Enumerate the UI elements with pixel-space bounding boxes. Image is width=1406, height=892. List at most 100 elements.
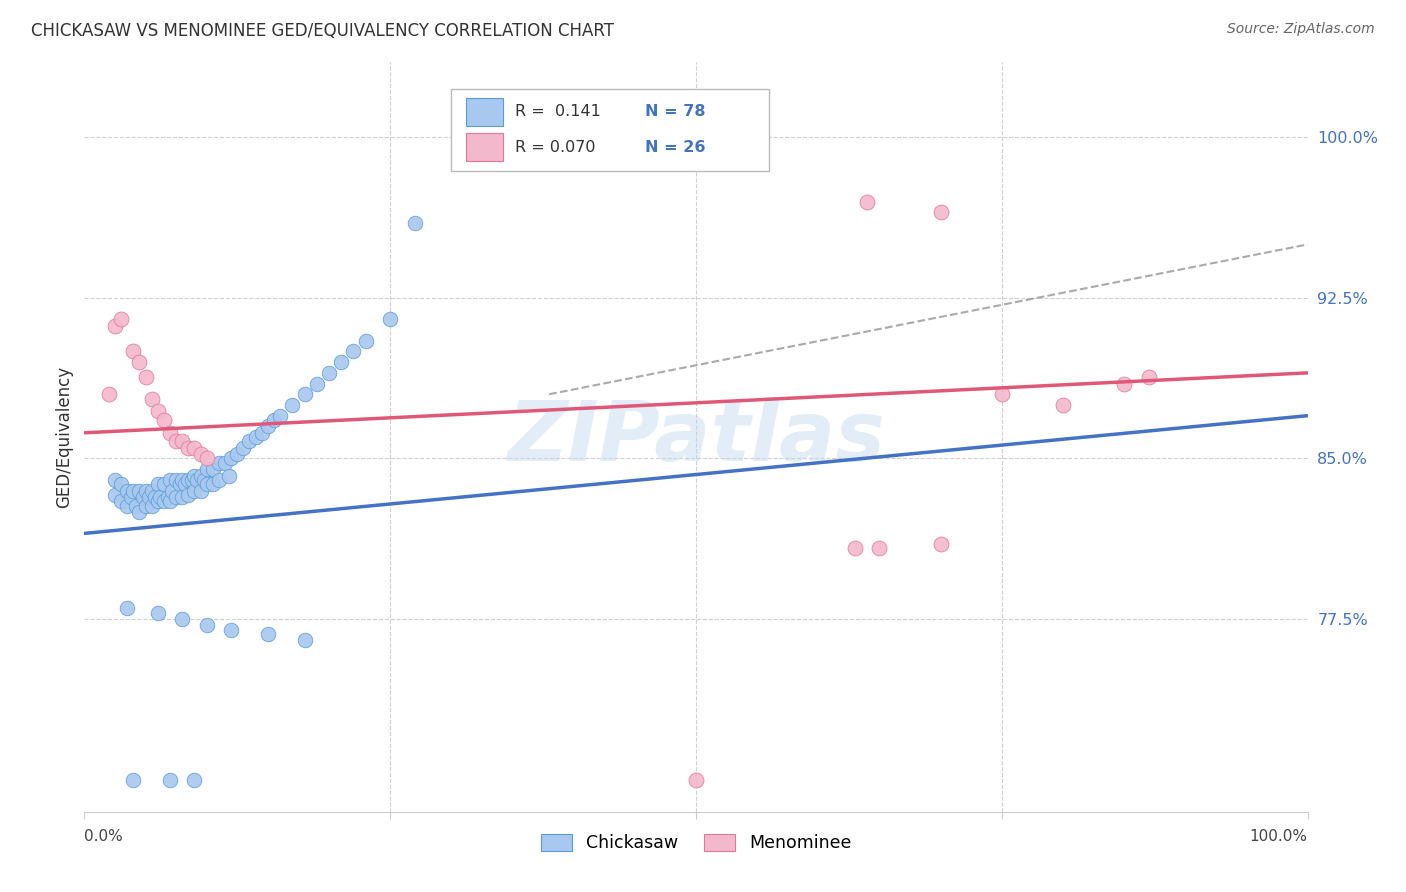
- Point: [141, 499, 163, 513]
- Point: [318, 366, 340, 380]
- Point: [128, 483, 150, 498]
- Point: [232, 441, 254, 455]
- Point: [120, 490, 142, 504]
- Point: [146, 477, 169, 491]
- Point: [177, 473, 200, 487]
- Text: ZIPatlas: ZIPatlas: [508, 397, 884, 477]
- Point: [132, 490, 155, 504]
- Point: [1114, 376, 1136, 391]
- FancyBboxPatch shape: [465, 97, 503, 126]
- Point: [153, 494, 176, 508]
- Point: [125, 499, 148, 513]
- Point: [238, 434, 260, 449]
- Point: [186, 473, 208, 487]
- Point: [128, 505, 150, 519]
- Point: [991, 387, 1014, 401]
- Point: [156, 490, 179, 504]
- Point: [195, 462, 218, 476]
- Point: [146, 404, 169, 418]
- Point: [141, 392, 163, 406]
- Point: [135, 370, 157, 384]
- Point: [1052, 398, 1074, 412]
- Point: [195, 477, 218, 491]
- Point: [162, 483, 184, 498]
- Point: [149, 490, 172, 504]
- Point: [929, 537, 952, 551]
- Point: [219, 451, 242, 466]
- Point: [354, 334, 377, 348]
- Point: [1137, 370, 1160, 384]
- Point: [281, 398, 304, 412]
- Text: R = 0.070: R = 0.070: [515, 140, 595, 154]
- Text: N = 26: N = 26: [644, 140, 704, 154]
- Point: [104, 318, 127, 333]
- Point: [218, 468, 240, 483]
- Legend: Chickasaw, Menominee: Chickasaw, Menominee: [534, 827, 858, 859]
- Point: [250, 425, 273, 440]
- Point: [294, 387, 316, 401]
- Point: [172, 490, 194, 504]
- Point: [146, 494, 169, 508]
- Point: [181, 473, 204, 487]
- Point: [172, 434, 194, 449]
- Point: [183, 772, 205, 787]
- Point: [294, 633, 316, 648]
- Point: [177, 488, 200, 502]
- Point: [104, 473, 127, 487]
- Point: [110, 494, 132, 508]
- Point: [195, 451, 218, 466]
- Text: Source: ZipAtlas.com: Source: ZipAtlas.com: [1227, 22, 1375, 37]
- Point: [380, 312, 402, 326]
- Point: [172, 473, 194, 487]
- Text: CHICKASAW VS MENOMINEE GED/EQUIVALENCY CORRELATION CHART: CHICKASAW VS MENOMINEE GED/EQUIVALENCY C…: [31, 22, 614, 40]
- Point: [226, 447, 249, 461]
- Point: [141, 483, 163, 498]
- FancyBboxPatch shape: [451, 88, 769, 171]
- Point: [165, 434, 187, 449]
- Text: 0.0%: 0.0%: [84, 829, 124, 844]
- Text: R =  0.141: R = 0.141: [515, 104, 600, 120]
- Point: [201, 462, 224, 476]
- Text: N = 78: N = 78: [644, 104, 704, 120]
- Point: [153, 477, 176, 491]
- Point: [214, 456, 236, 470]
- Point: [219, 623, 242, 637]
- Point: [190, 468, 212, 483]
- Point: [153, 413, 176, 427]
- Point: [172, 612, 194, 626]
- Point: [208, 456, 231, 470]
- Point: [165, 490, 187, 504]
- Point: [183, 468, 205, 483]
- Point: [110, 312, 132, 326]
- Point: [143, 490, 166, 504]
- Point: [263, 413, 285, 427]
- Point: [685, 772, 707, 787]
- Point: [190, 483, 212, 498]
- Point: [159, 772, 181, 787]
- Point: [245, 430, 267, 444]
- Point: [169, 477, 191, 491]
- Point: [110, 477, 132, 491]
- Point: [138, 490, 160, 504]
- Point: [183, 441, 205, 455]
- Point: [122, 772, 145, 787]
- Point: [257, 627, 280, 641]
- Point: [159, 494, 181, 508]
- Point: [844, 541, 866, 556]
- Point: [135, 483, 157, 498]
- Point: [122, 344, 145, 359]
- Point: [97, 387, 120, 401]
- Point: [104, 488, 127, 502]
- FancyBboxPatch shape: [465, 133, 503, 161]
- Point: [115, 601, 138, 615]
- Point: [122, 483, 145, 498]
- Point: [146, 606, 169, 620]
- Point: [856, 194, 879, 209]
- Point: [177, 441, 200, 455]
- Point: [929, 205, 952, 219]
- Point: [330, 355, 353, 369]
- Text: 100.0%: 100.0%: [1250, 829, 1308, 844]
- Point: [165, 473, 187, 487]
- Point: [201, 477, 224, 491]
- Point: [257, 419, 280, 434]
